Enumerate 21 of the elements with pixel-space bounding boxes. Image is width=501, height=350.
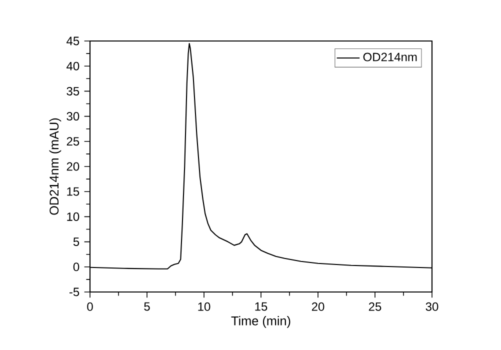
y-tick-label: 5 <box>73 238 80 246</box>
legend-label: OD214nm <box>363 52 417 62</box>
y-tick-label: 35 <box>66 86 80 96</box>
y-tick-label: 0 <box>73 262 80 272</box>
x-tick-label: 20 <box>312 302 324 311</box>
y-tick-label: 45 <box>66 36 80 46</box>
x-tick-label: 15 <box>255 302 268 311</box>
x-tick-label: 5 <box>144 302 150 311</box>
y-tick-label: 10 <box>67 212 80 221</box>
y-tick-label: -5 <box>69 288 80 296</box>
x-axis-title: Time (min) <box>231 316 290 328</box>
y-tick-label: 25 <box>66 137 80 146</box>
y-tick-label: 30 <box>66 112 80 121</box>
y-tick-label: 40 <box>66 62 80 70</box>
x-tick-label: 10 <box>198 302 210 311</box>
y-tick-label: 15 <box>67 187 80 196</box>
y-axis-title: OD214nm (mAU) <box>49 118 62 215</box>
x-tick-label: 0 <box>87 302 93 311</box>
x-tick-label: 25 <box>368 302 382 311</box>
x-tick-label: 30 <box>426 302 438 311</box>
y-tick-label: 20 <box>66 162 80 171</box>
